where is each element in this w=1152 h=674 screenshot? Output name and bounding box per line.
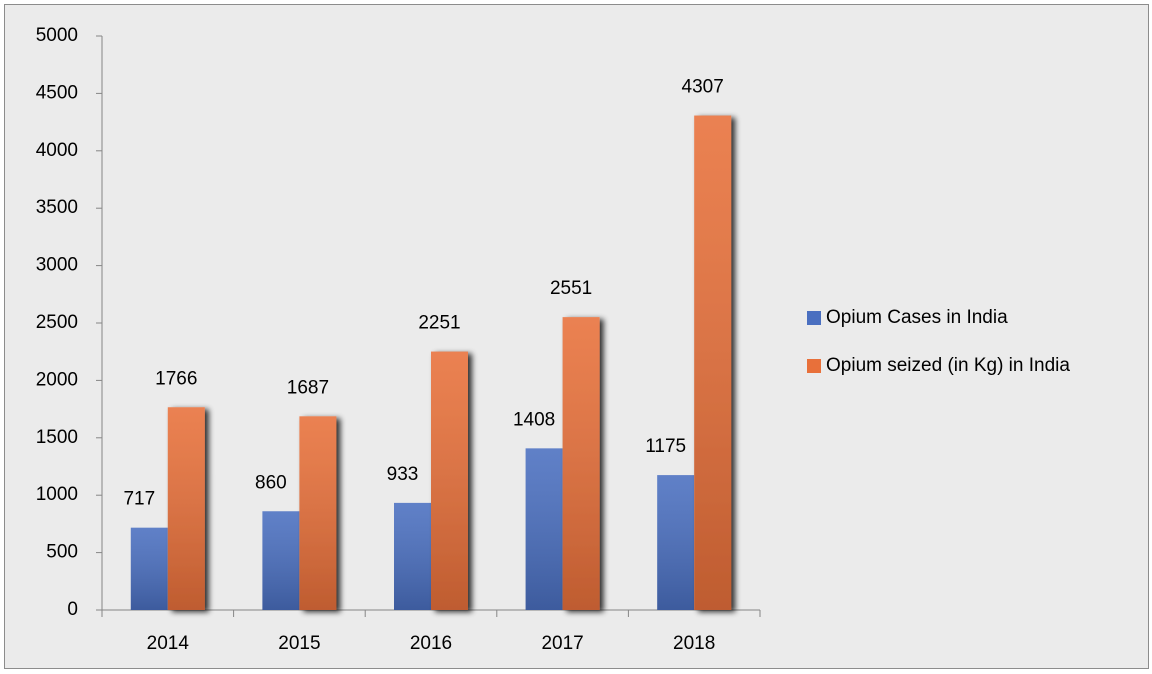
bar-group — [562, 317, 600, 610]
x-tick-label: 2016 — [410, 633, 452, 654]
y-tick-label: 5000 — [36, 25, 78, 46]
bar-group — [694, 115, 732, 610]
y-tick-label: 1000 — [36, 484, 78, 505]
data-label: 1408 — [513, 409, 555, 430]
y-tick-label: 3500 — [36, 197, 78, 218]
data-label: 2251 — [418, 313, 460, 334]
bar-shade — [525, 448, 563, 610]
legend-label: Opium seized (in Kg) in India — [826, 355, 1070, 376]
data-label: 1687 — [287, 377, 329, 398]
bar-shade — [694, 115, 732, 610]
y-tick-label: 4000 — [36, 140, 78, 161]
y-tick-label: 1500 — [36, 427, 78, 448]
y-tick-label: 0 — [67, 599, 78, 620]
bar-shade — [299, 416, 337, 610]
x-tick-label: 2017 — [541, 633, 583, 654]
bar-group — [394, 502, 431, 610]
bar-shade — [394, 502, 431, 610]
x-tick-label: 2015 — [278, 633, 320, 654]
y-tick-label: 2500 — [36, 312, 78, 333]
y-tick-label: 4500 — [36, 82, 78, 103]
bar-group — [167, 407, 205, 610]
bar-shade — [431, 351, 468, 610]
data-label: 2551 — [550, 278, 592, 299]
bar-shade — [562, 317, 600, 610]
bar-group — [431, 351, 468, 610]
bar-group — [657, 475, 695, 610]
bar-shade — [262, 511, 300, 610]
bar-group — [299, 416, 337, 610]
y-tick-label: 3000 — [36, 255, 78, 276]
legend-swatch — [807, 359, 821, 373]
bar-shade — [657, 475, 695, 610]
x-tick-label: 2018 — [673, 633, 715, 654]
legend-swatch — [807, 311, 821, 325]
bar-shade — [167, 407, 205, 610]
x-tick-label: 2014 — [147, 633, 190, 654]
data-label: 860 — [255, 472, 287, 493]
data-label: 1175 — [645, 436, 686, 457]
data-label: 1766 — [155, 368, 197, 389]
data-label: 933 — [387, 464, 419, 485]
y-tick-label: 500 — [46, 542, 78, 563]
legend-label: Opium Cases in India — [826, 307, 1008, 328]
y-tick-label: 2000 — [36, 369, 78, 390]
bar-group — [262, 511, 300, 610]
data-label: 4307 — [682, 77, 724, 98]
bar-shade — [130, 527, 168, 610]
bar-group — [525, 448, 563, 610]
bar-group — [130, 527, 168, 610]
data-label: 717 — [123, 489, 155, 510]
